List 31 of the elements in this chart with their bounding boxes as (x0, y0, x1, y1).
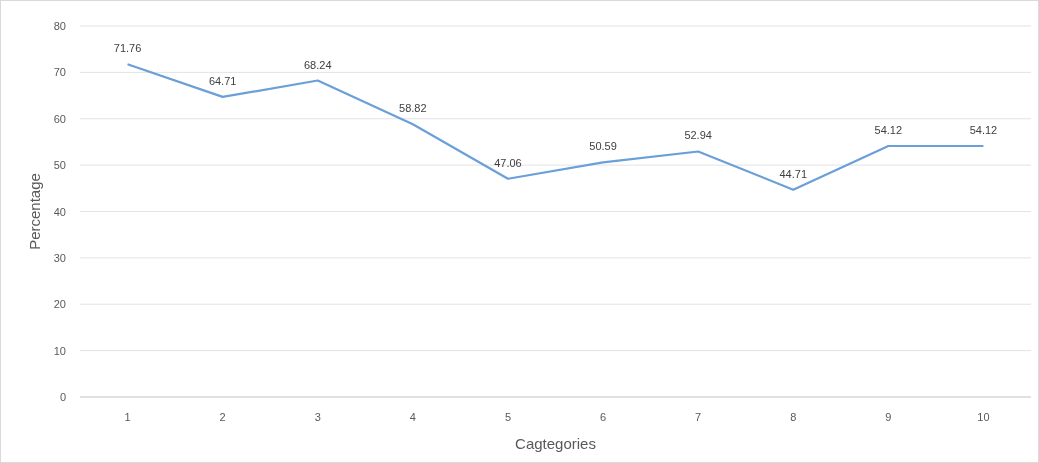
data-label: 50.59 (589, 140, 617, 153)
y-tick-label: 50 (53, 159, 66, 172)
data-label: 58.82 (399, 102, 427, 115)
data-label: 64.71 (208, 74, 237, 87)
y-tick-label: 20 (53, 298, 66, 311)
y-tick-label: 0 (59, 391, 66, 403)
data-label: 44.71 (779, 167, 808, 180)
data-label: 47.06 (494, 156, 522, 169)
data-label: 71.76 (113, 42, 142, 55)
y-tick-label: 80 (53, 20, 66, 32)
x-tick-label: 1 (124, 411, 131, 423)
y-axis-title: Percentage (26, 173, 43, 250)
y-tick-label: 10 (53, 344, 66, 357)
data-label: 52.94 (684, 129, 712, 142)
x-tick-label: 9 (885, 411, 892, 423)
x-tick-label: 4 (409, 411, 416, 423)
data-label: 54.12 (969, 124, 998, 137)
x-tick-label: 3 (314, 411, 321, 423)
x-tick-label: 5 (504, 411, 512, 423)
x-tick-label: 10 (977, 411, 990, 423)
x-tick-label: 8 (790, 411, 797, 423)
y-tick-label: 70 (53, 66, 66, 79)
x-axis-title: Cagtegories (515, 435, 596, 452)
x-tick-label: 2 (219, 411, 226, 423)
x-tick-label: 7 (695, 411, 702, 423)
y-tick-label: 60 (53, 112, 66, 125)
y-tick-label: 40 (53, 205, 66, 218)
y-tick-label: 30 (53, 251, 66, 264)
x-tick-label: 6 (599, 411, 607, 423)
data-label: 54.12 (874, 124, 903, 137)
data-label: 68.24 (303, 58, 332, 71)
